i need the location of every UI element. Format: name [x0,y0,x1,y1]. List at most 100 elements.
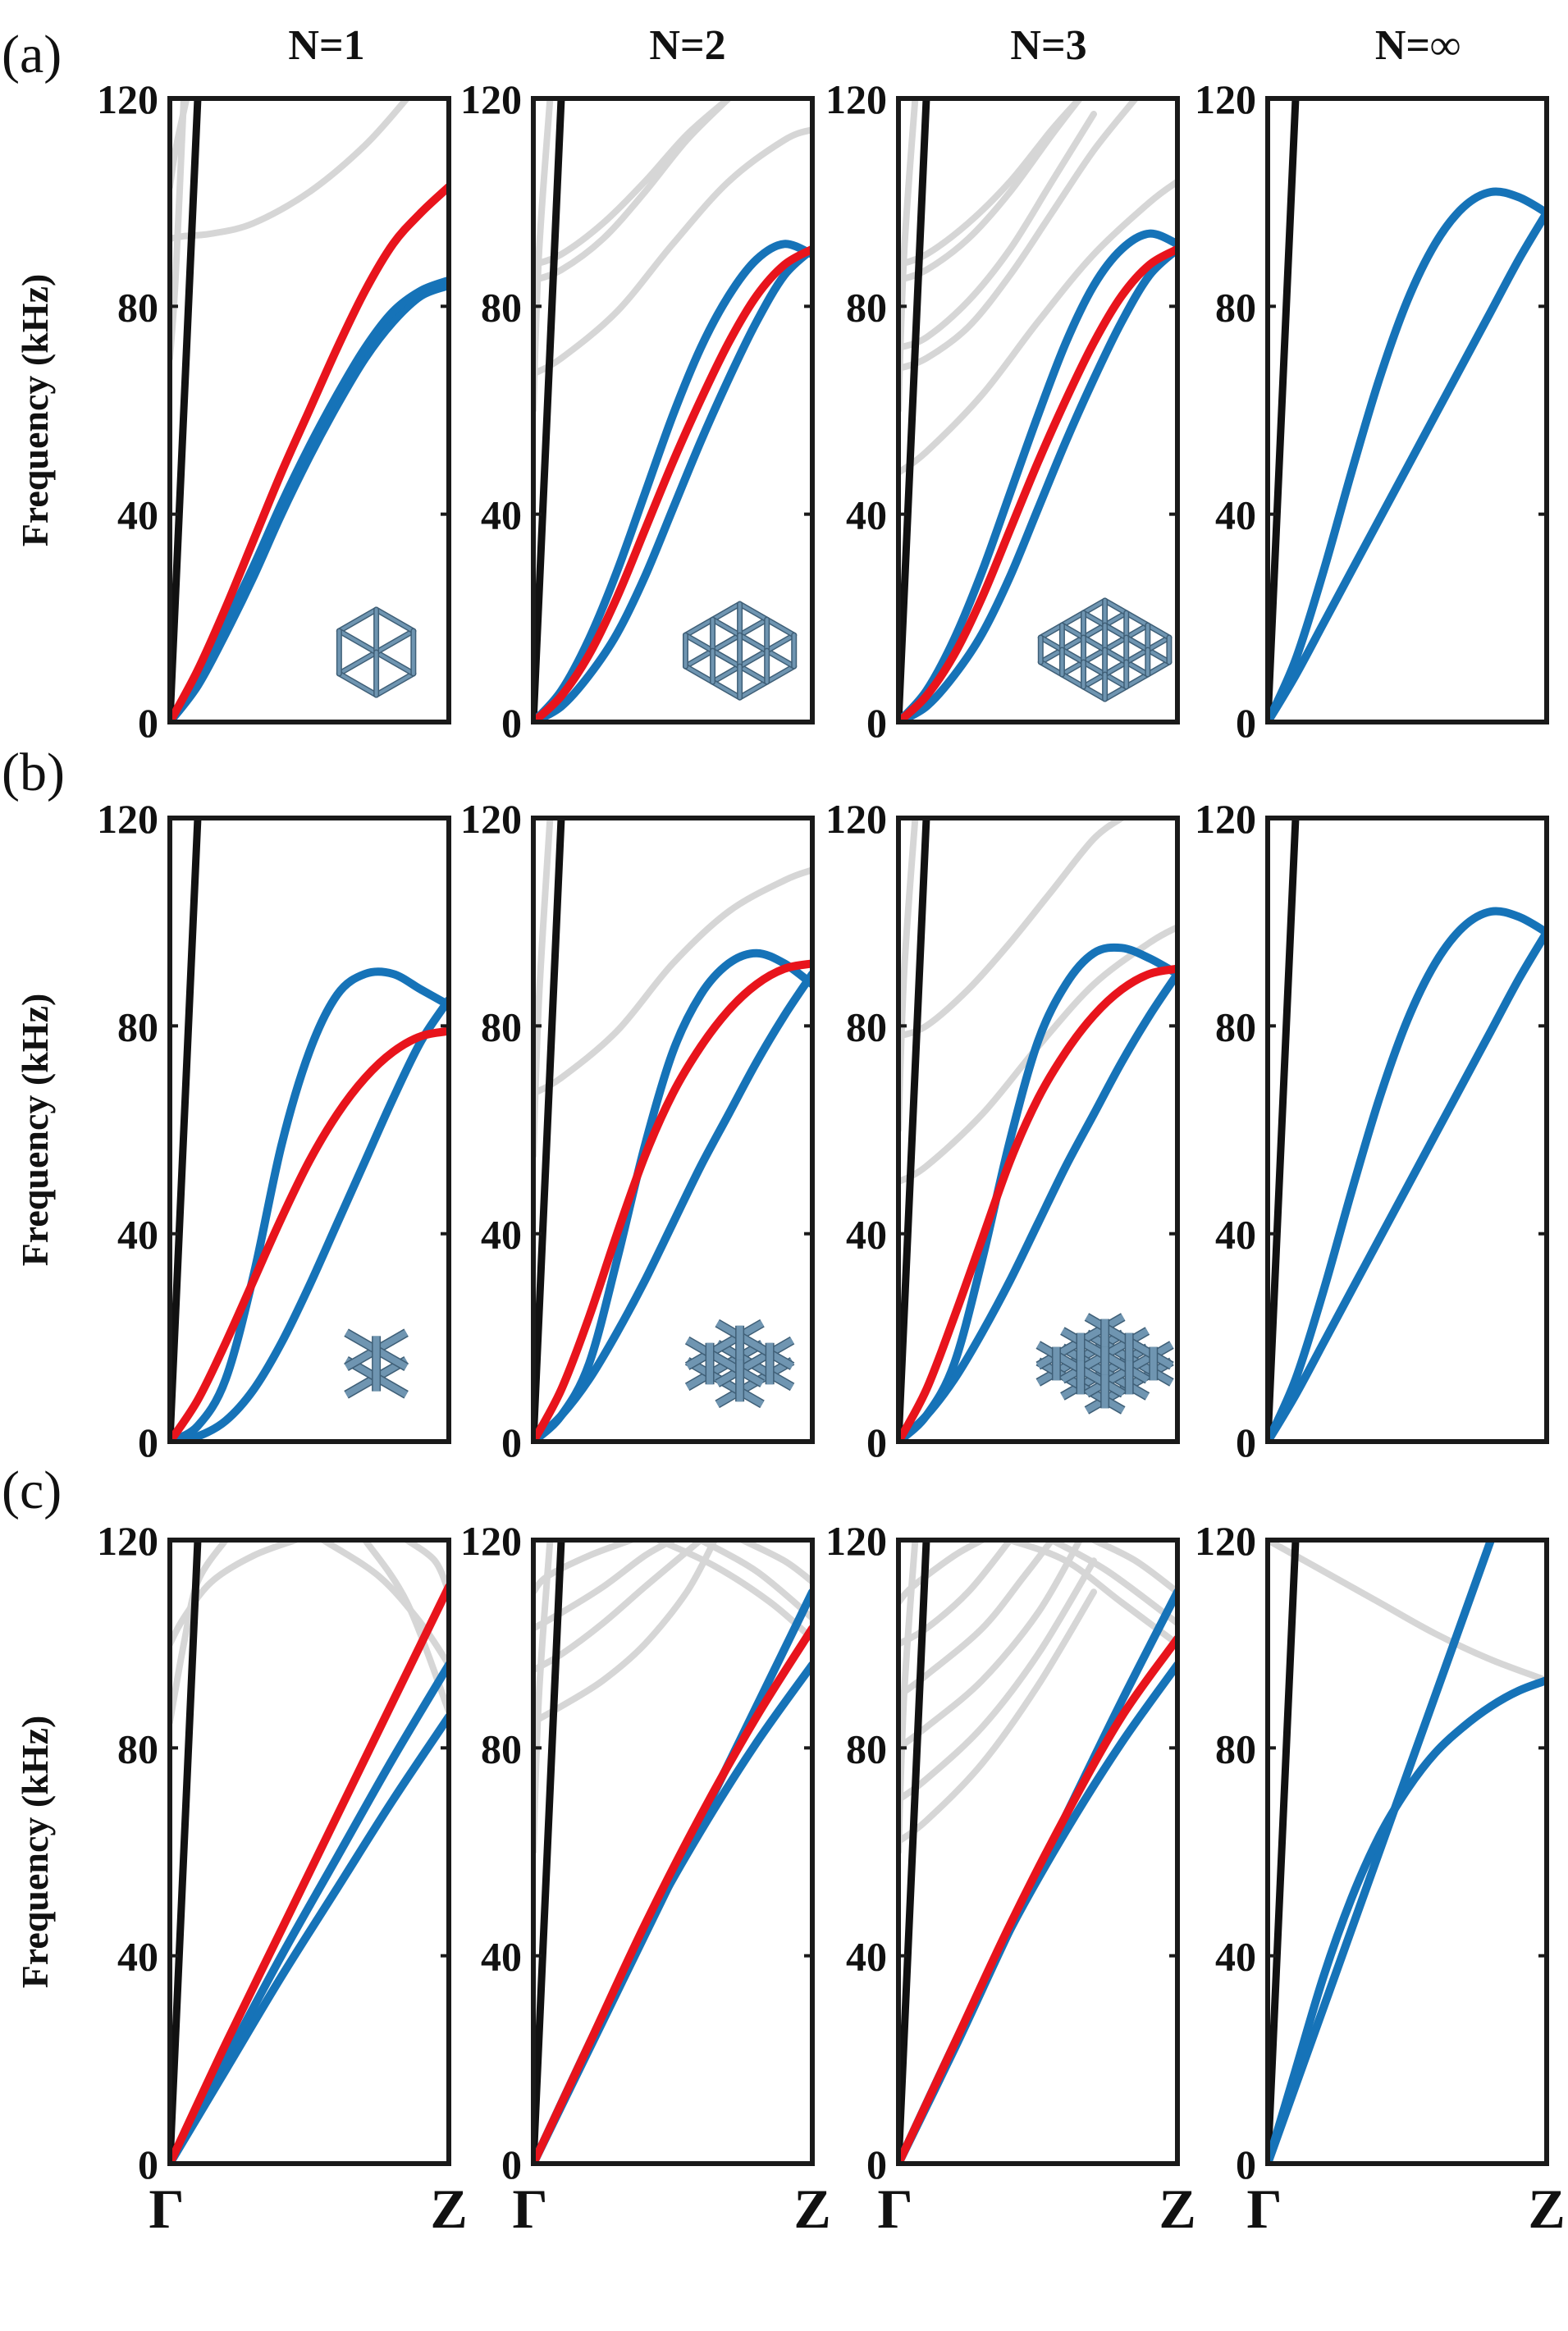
band-light-line [533,98,565,722]
y-tick-label: 80 [117,284,158,330]
y-tick-label: 0 [1236,700,1256,746]
band-gray-2 [898,1557,1097,1803]
x-tick-label-gamma: Γ [149,2178,184,2240]
inset-strut [374,608,415,633]
y-tick-label: 120 [460,76,522,122]
axes-frame [896,96,1180,724]
band-curves [1268,818,1547,1442]
y-tick-label: 0 [866,700,887,746]
column-title-ninf: N=∞ [1375,22,1461,69]
y-tick-label: 0 [138,2141,158,2187]
y-tick-label: 40 [117,492,158,538]
inset-bar [685,1337,764,1387]
band-curves [170,98,449,722]
y-tick-label: 80 [1215,1003,1256,1049]
x-tick-label-gamma: Γ [1246,2178,1282,2240]
band-gray-6 [697,1540,812,1621]
y-axis-label: Frequency (kHz) [14,274,56,547]
axes-frame [531,816,815,1444]
band-gray-3 [533,98,732,268]
band-light-line [898,818,930,1442]
band-blue-1 [1268,187,1547,722]
y-tick-label: 120 [825,1518,887,1564]
y-tick-label: 0 [501,2141,522,2187]
x-tick-label-gamma: Γ [877,2178,912,2240]
band-blue-2 [1268,1676,1547,2164]
panel-b-ninf [1265,816,1549,1444]
inset-cubic-lattice-2 [682,601,798,701]
inset-strut [337,672,378,697]
band-red [170,182,449,722]
band-light-line [898,1540,930,2164]
axes-frame [896,816,1180,1444]
band-light-line [898,98,930,722]
band-red [898,1634,1177,2164]
y-tick-label: 80 [117,1725,158,1771]
band-curves [533,98,812,722]
y-tick-label: 120 [460,796,522,842]
inset-strut [1060,611,1128,651]
column-titles: N=1 N=2 N=3 N=∞ [288,22,1461,69]
panel-c-n2 [531,1538,815,2166]
band-gray-1 [533,1540,718,1725]
y-tick-label: 0 [866,1419,887,1465]
y-tick-label: 40 [1215,1934,1256,1980]
band-blue-2 [898,1661,1177,2164]
inset-strut [337,608,378,633]
band-curves [1268,98,1547,722]
y-tick-label: 120 [825,76,887,122]
axes-frame [167,1538,451,2166]
band-gray-1 [898,178,1177,476]
y-tick-label: 40 [846,1212,887,1258]
axes-frame [1265,96,1549,724]
y-tick-label: 80 [481,1725,522,1771]
band-light-line [1268,1540,1300,2164]
band-light-line [170,818,202,1442]
y-tick-label: 80 [846,1725,887,1771]
y-tick-label: 40 [481,492,522,538]
band-gray-6 [898,1540,985,1606]
y-tick-label: 120 [1195,76,1256,122]
band-gray-1 [533,866,812,1097]
band-gray-1 [170,1540,299,1648]
column-title-n2: N=2 [649,22,725,69]
band-blue-1 [533,240,812,722]
x-tick-label-z: Z [1159,2178,1195,2240]
band-blue-1 [1268,907,1547,1442]
inset-strut [1060,624,1128,664]
y-tick-label: 120 [1195,1518,1256,1564]
y-tick-label: 0 [1236,1419,1256,1465]
panel-c-n1 [167,1538,451,2166]
band-gray-2 [898,98,1139,373]
y-tick-label: 40 [846,492,887,538]
band-light-line [1268,98,1300,722]
inset-strut [1081,611,1150,651]
row-label-a: (a) [2,25,62,85]
inset-bar [715,1337,794,1387]
band-curves [898,1540,1177,2164]
y-tick-label: 80 [1215,1725,1256,1771]
band-light-line [533,1540,565,2164]
inset-strut [1103,660,1171,701]
panel-a-n2 [531,96,815,724]
band-blue-2 [533,970,812,1442]
inset-cross-lattice-2 [684,1319,795,1409]
inset-cubic-lattice-3 [1037,597,1173,702]
y-tick-label: 40 [481,1934,522,1980]
y-tick-label: 120 [97,76,158,122]
band-blue-1 [898,943,1177,1442]
y-tick-label: 80 [117,1003,158,1049]
y-tick-label: 0 [501,700,522,746]
y-tick-label: 120 [97,796,158,842]
y-tick-label: 80 [481,284,522,330]
y-tick-label: 40 [1215,492,1256,538]
band-red [898,245,1177,722]
band-blue-1 [170,967,449,1442]
panel-b-n1 [167,816,451,1444]
band-blue-1 [170,1661,449,2164]
band-blue-2 [898,245,1177,722]
band-light-line [170,1540,202,2164]
band-blue-2 [898,970,1177,1442]
